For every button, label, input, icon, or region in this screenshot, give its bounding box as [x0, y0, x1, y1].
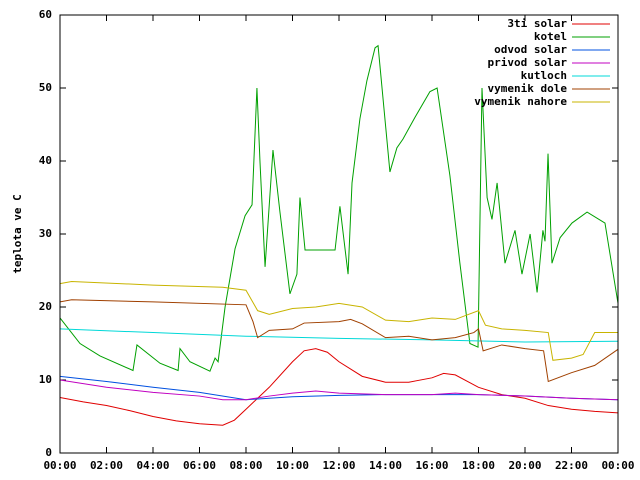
y-tick-label: 50: [39, 81, 52, 94]
x-tick-label: 12:00: [322, 459, 355, 472]
series-line: [59, 379, 619, 401]
legend-label: kotel: [534, 30, 567, 43]
series-line: [59, 328, 619, 343]
x-tick-label: 20:00: [508, 459, 541, 472]
series-line: [59, 299, 619, 383]
x-tick-label: 18:00: [462, 459, 495, 472]
x-tick-label: 16:00: [415, 459, 448, 472]
legend-label: odvod solar: [494, 43, 567, 56]
y-axis-label: teplota ve C: [11, 194, 24, 273]
legend-label: kutloch: [521, 69, 567, 82]
x-tick-label: 14:00: [369, 459, 402, 472]
x-tick-label: 00:00: [43, 459, 76, 472]
plot-frame: [59, 14, 619, 454]
y-tick-label: 0: [45, 446, 52, 459]
x-tick-label: 06:00: [183, 459, 216, 472]
legend-label: vymenik nahore: [474, 95, 567, 108]
legend-label: vymenik dole: [488, 82, 568, 95]
x-tick-label: 10:00: [276, 459, 309, 472]
x-tick-label: 02:00: [90, 459, 123, 472]
x-tick-label: 00:00: [601, 459, 634, 472]
y-tick-label: 30: [39, 227, 52, 240]
series-line: [59, 44, 619, 372]
x-tick-label: 22:00: [555, 459, 588, 472]
x-tick-label: 08:00: [229, 459, 262, 472]
y-tick-label: 40: [39, 154, 52, 167]
legend-label: privod solar: [488, 56, 568, 69]
series-line: [59, 280, 618, 361]
legend-label: 3ti solar: [507, 17, 567, 30]
x-tick-label: 04:00: [136, 459, 169, 472]
y-tick-label: 20: [39, 300, 52, 313]
y-tick-label: 60: [39, 8, 52, 21]
y-tick-label: 10: [39, 373, 52, 386]
